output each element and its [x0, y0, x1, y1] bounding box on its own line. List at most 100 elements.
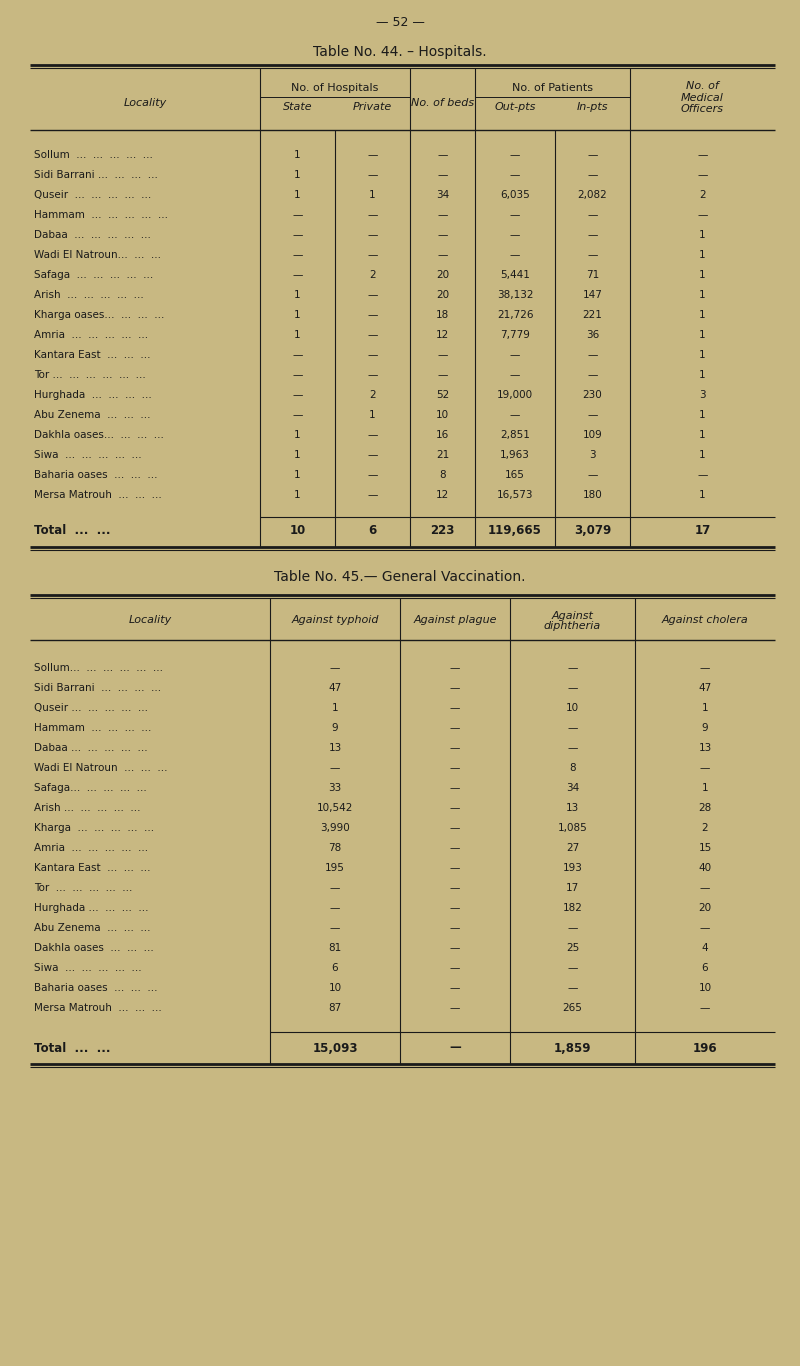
Text: —: —: [367, 331, 378, 340]
Text: —: —: [510, 210, 520, 220]
Text: 1: 1: [294, 470, 301, 479]
Text: —: —: [700, 1003, 710, 1014]
Text: Mersa Matrouh  ...  ...  ...: Mersa Matrouh ... ... ...: [34, 490, 162, 500]
Text: —: —: [367, 210, 378, 220]
Text: 6,035: 6,035: [500, 190, 530, 199]
Text: Hurghada  ...  ...  ...  ...: Hurghada ... ... ... ...: [34, 391, 152, 400]
Text: 52: 52: [436, 391, 449, 400]
Text: In-pts: In-pts: [577, 102, 608, 112]
Text: —: —: [438, 350, 448, 361]
Text: —: —: [567, 963, 578, 973]
Text: —: —: [367, 169, 378, 180]
Text: 16,573: 16,573: [497, 490, 534, 500]
Text: —: —: [438, 229, 448, 240]
Text: 17: 17: [694, 525, 710, 537]
Text: —: —: [330, 923, 340, 933]
Text: —: —: [510, 169, 520, 180]
Text: Amria  ...  ...  ...  ...  ...: Amria ... ... ... ... ...: [34, 843, 148, 852]
Text: 10: 10: [290, 525, 306, 537]
Text: —: —: [698, 210, 708, 220]
Text: 1: 1: [702, 703, 708, 713]
Text: —: —: [510, 350, 520, 361]
Text: —: —: [450, 1003, 460, 1014]
Text: 13: 13: [566, 803, 579, 813]
Text: 1: 1: [294, 331, 301, 340]
Text: Abu Zenema  ...  ...  ...: Abu Zenema ... ... ...: [34, 410, 150, 419]
Text: —: —: [367, 310, 378, 320]
Text: —: —: [567, 683, 578, 693]
Text: —: —: [367, 150, 378, 160]
Text: —: —: [292, 210, 302, 220]
Text: —: —: [567, 723, 578, 734]
Text: Hammam  ...  ...  ...  ...: Hammam ... ... ... ...: [34, 723, 151, 734]
Text: 40: 40: [698, 863, 711, 873]
Text: 13: 13: [328, 743, 342, 753]
Text: —: —: [450, 683, 460, 693]
Text: 34: 34: [436, 190, 449, 199]
Text: —: —: [438, 169, 448, 180]
Text: —: —: [587, 470, 598, 479]
Text: 1: 1: [369, 190, 376, 199]
Text: 1: 1: [332, 703, 338, 713]
Text: Out-pts: Out-pts: [494, 102, 536, 112]
Text: 28: 28: [698, 803, 712, 813]
Text: 221: 221: [582, 310, 602, 320]
Text: —: —: [450, 822, 460, 833]
Text: 109: 109: [582, 430, 602, 440]
Text: 196: 196: [693, 1041, 718, 1055]
Text: 165: 165: [505, 470, 525, 479]
Text: 1: 1: [369, 410, 376, 419]
Text: —: —: [450, 783, 460, 794]
Text: Total  ...  ...: Total ... ...: [34, 1041, 110, 1055]
Text: 265: 265: [562, 1003, 582, 1014]
Text: —: —: [367, 490, 378, 500]
Text: Private: Private: [353, 102, 392, 112]
Text: Amria  ...  ...  ...  ...  ...: Amria ... ... ... ... ...: [34, 331, 148, 340]
Text: 2: 2: [369, 270, 376, 280]
Text: Dabaa ...  ...  ...  ...  ...: Dabaa ... ... ... ... ...: [34, 743, 148, 753]
Text: Quseir  ...  ...  ...  ...  ...: Quseir ... ... ... ... ...: [34, 190, 151, 199]
Text: Kantara East  ...  ...  ...: Kantara East ... ... ...: [34, 350, 150, 361]
Text: Sollum  ...  ...  ...  ...  ...: Sollum ... ... ... ... ...: [34, 150, 153, 160]
Text: 2,082: 2,082: [578, 190, 607, 199]
Text: 6: 6: [332, 963, 338, 973]
Text: 9: 9: [702, 723, 708, 734]
Text: 1: 1: [294, 430, 301, 440]
Text: Kharga  ...  ...  ...  ...  ...: Kharga ... ... ... ... ...: [34, 822, 154, 833]
Text: Wadi El Natroun...  ...  ...: Wadi El Natroun... ... ...: [34, 250, 161, 260]
Text: Arish ...  ...  ...  ...  ...: Arish ... ... ... ... ...: [34, 803, 141, 813]
Text: —: —: [510, 370, 520, 380]
Text: 1,085: 1,085: [558, 822, 587, 833]
Text: 21: 21: [436, 449, 449, 460]
Text: —: —: [450, 703, 460, 713]
Text: 6: 6: [368, 525, 377, 537]
Text: 16: 16: [436, 430, 449, 440]
Text: 81: 81: [328, 943, 342, 953]
Text: —: —: [450, 903, 460, 912]
Text: 71: 71: [586, 270, 599, 280]
Text: 3,079: 3,079: [574, 525, 611, 537]
Text: 8: 8: [569, 764, 576, 773]
Text: —: —: [567, 743, 578, 753]
Text: —: —: [567, 923, 578, 933]
Text: Hurghada ...  ...  ...  ...: Hurghada ... ... ... ...: [34, 903, 149, 912]
Text: 25: 25: [566, 943, 579, 953]
Text: —: —: [450, 984, 460, 993]
Text: 1,859: 1,859: [554, 1041, 591, 1055]
Text: —: —: [450, 764, 460, 773]
Text: —: —: [587, 410, 598, 419]
Text: 19,000: 19,000: [497, 391, 533, 400]
Text: Siwa  ...  ...  ...  ...  ...: Siwa ... ... ... ... ...: [34, 449, 142, 460]
Text: Table No. 45.— General Vaccination.: Table No. 45.— General Vaccination.: [274, 570, 526, 585]
Text: Siwa  ...  ...  ...  ...  ...: Siwa ... ... ... ... ...: [34, 963, 142, 973]
Text: 33: 33: [328, 783, 342, 794]
Text: 20: 20: [698, 903, 711, 912]
Text: 6: 6: [702, 963, 708, 973]
Text: Medical: Medical: [681, 93, 724, 102]
Text: —: —: [698, 470, 708, 479]
Text: 47: 47: [698, 683, 712, 693]
Text: —: —: [587, 350, 598, 361]
Text: —: —: [698, 169, 708, 180]
Text: —: —: [292, 370, 302, 380]
Text: —: —: [367, 250, 378, 260]
